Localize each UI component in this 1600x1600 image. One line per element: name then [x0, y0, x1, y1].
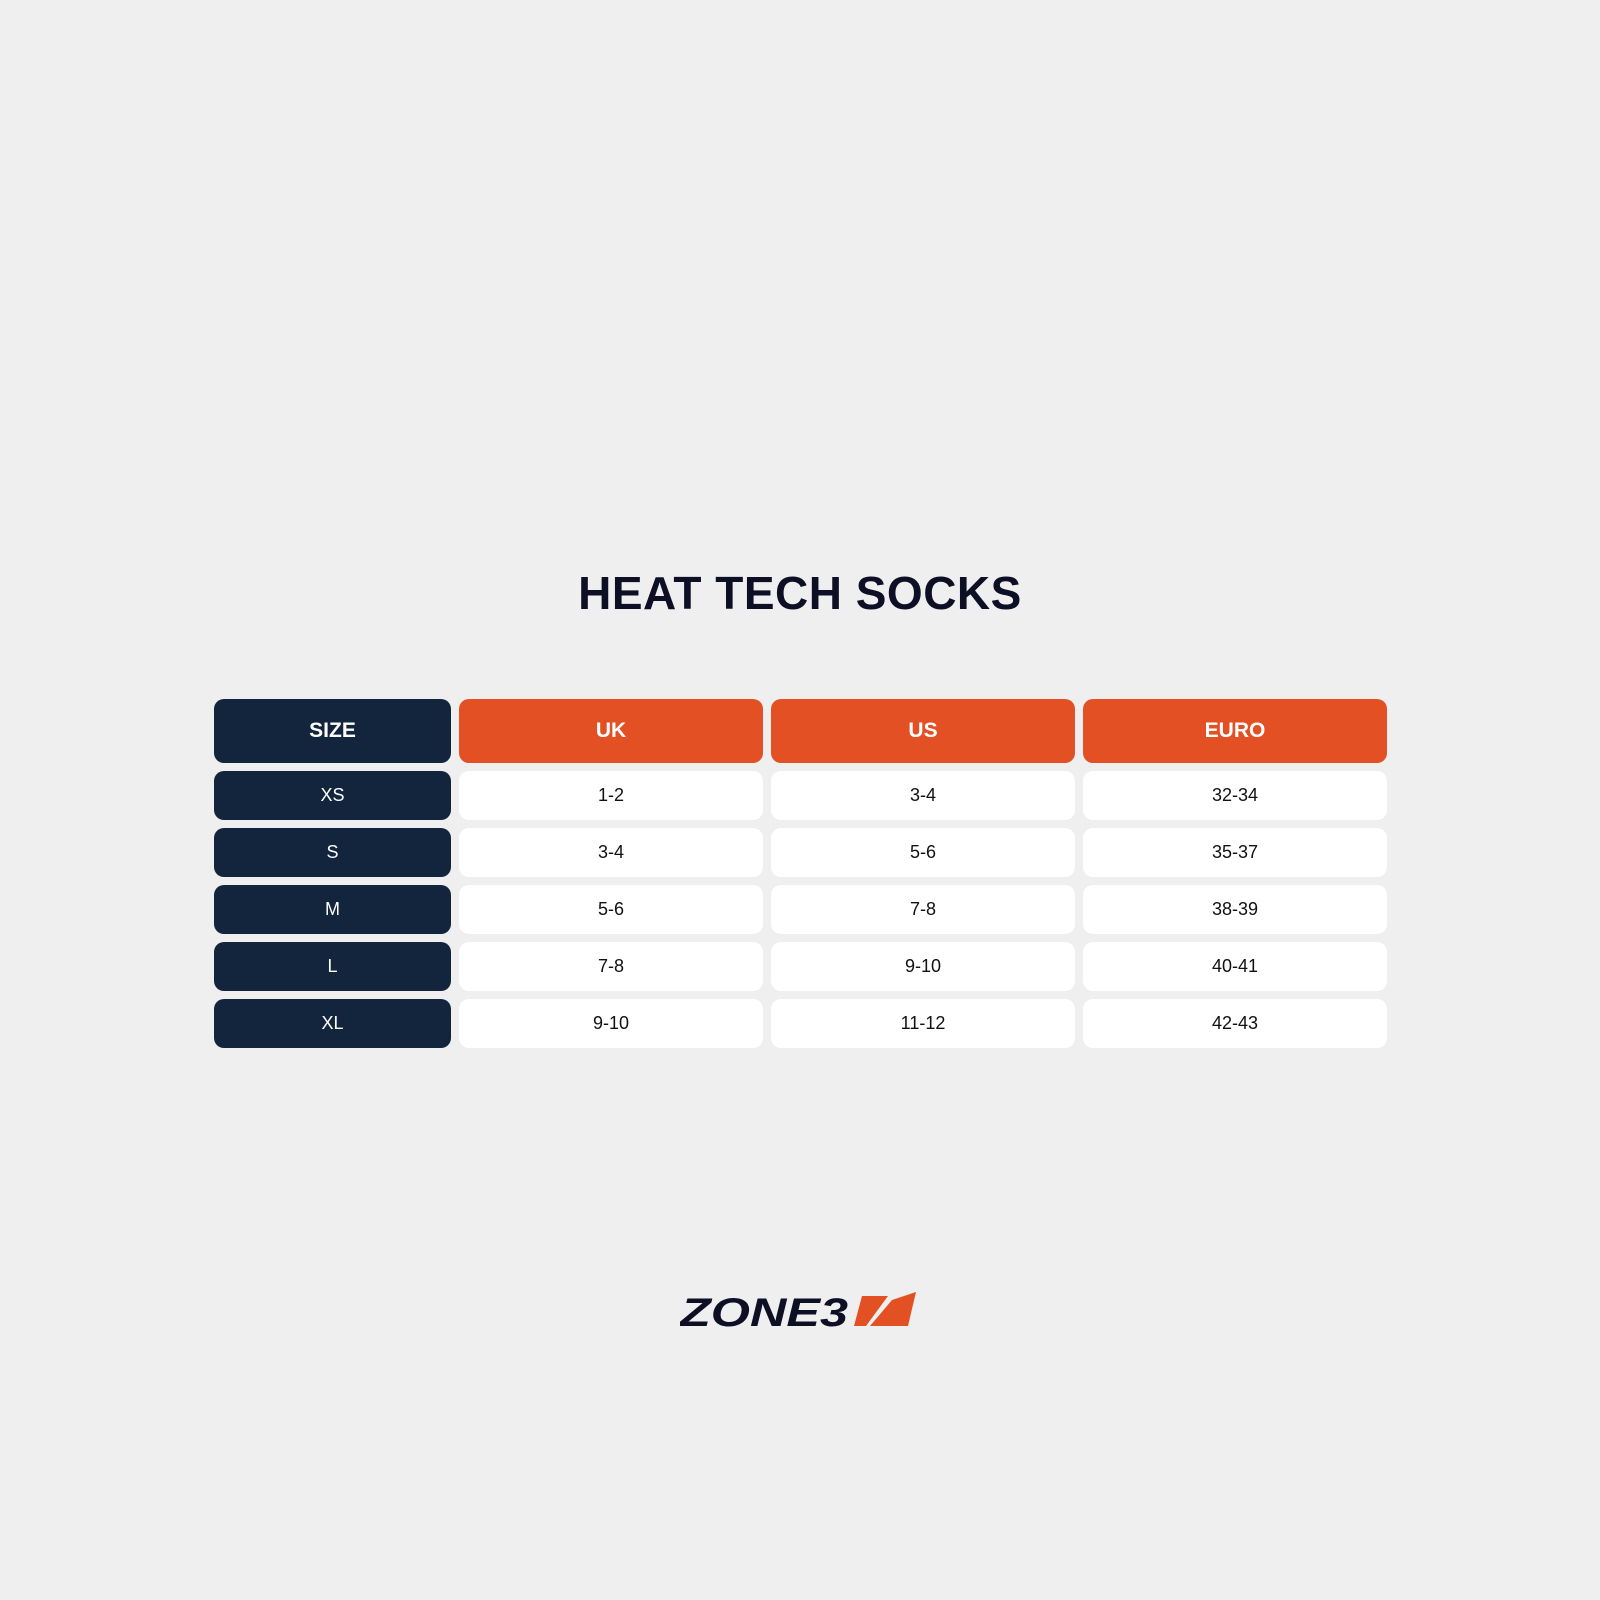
table-cell: 9-10 [771, 942, 1075, 991]
table-cell: 42-43 [1083, 999, 1387, 1048]
size-label-cell: S [214, 828, 451, 877]
header-euro: EURO [1083, 699, 1387, 763]
table-cell: 5-6 [771, 828, 1075, 877]
header-uk: UK [459, 699, 763, 763]
table-cell: 35-37 [1083, 828, 1387, 877]
zone3-logo: ZONE3 [680, 1292, 916, 1332]
table-cell: 40-41 [1083, 942, 1387, 991]
size-label-cell: XS [214, 771, 451, 820]
table-cell: 32-34 [1083, 771, 1387, 820]
table-cell: 3-4 [771, 771, 1075, 820]
table-cell: 7-8 [771, 885, 1075, 934]
header-us: US [771, 699, 1075, 763]
header-size: SIZE [214, 699, 451, 763]
table-cell: 9-10 [459, 999, 763, 1048]
table-cell: 11-12 [771, 999, 1075, 1048]
svg-text:ZONE3: ZONE3 [680, 1292, 848, 1332]
size-label-cell: XL [214, 999, 451, 1048]
size-label-cell: L [214, 942, 451, 991]
page-title: HEAT TECH SOCKS [578, 567, 1022, 619]
table-cell: 1-2 [459, 771, 763, 820]
size-chart-table: SIZE UK US EURO XS 1-2 3-4 32-34 S 3-4 5-6 35-37 M 5-… [214, 699, 1387, 1048]
table-cell: 38-39 [1083, 885, 1387, 934]
table-cell: 5-6 [459, 885, 763, 934]
table-cell: 7-8 [459, 942, 763, 991]
table-cell: 3-4 [459, 828, 763, 877]
size-label-cell: M [214, 885, 451, 934]
